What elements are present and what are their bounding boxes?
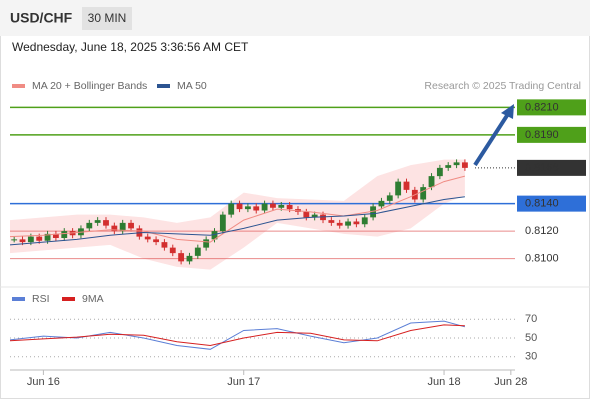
- level-label: 0.8190: [525, 129, 559, 141]
- timeframe: 30 MIN: [88, 11, 127, 25]
- legend-swatch: [62, 297, 75, 301]
- legend-swatch: [12, 84, 25, 88]
- level-label: 0.8120: [525, 225, 559, 237]
- level-label: 0.8140: [525, 198, 559, 210]
- timeframe-box: [82, 7, 132, 30]
- legend-label: 9MA: [82, 293, 104, 305]
- x-tick-label: Jun 18: [428, 376, 461, 388]
- legend-label: MA 50: [177, 80, 207, 92]
- legend-swatch: [157, 84, 170, 88]
- subtitle: Wednesday, June 18, 2025 3:36:56 AM CET: [12, 40, 249, 54]
- rsi-line: [9, 324, 465, 347]
- x-tick-label: Jun 28: [494, 376, 527, 388]
- forecast-arrow: [473, 112, 510, 167]
- source: Research © 2025 Trading Central: [424, 80, 581, 92]
- level-label-box: [517, 195, 586, 212]
- ma-line: [9, 175, 466, 243]
- level-label: 0.8166: [525, 162, 559, 174]
- chart-title: USD/CHF: [10, 10, 73, 26]
- level-label: 0.8100: [525, 253, 559, 265]
- level-label-box: [517, 159, 586, 176]
- ma-line: [9, 196, 465, 246]
- forecast-arrowhead: [501, 104, 514, 119]
- legend-label: RSI: [32, 293, 50, 305]
- level-label-box: [517, 126, 586, 143]
- legend-label: MA 20 + Bollinger Bands: [32, 80, 147, 92]
- y-tick-label: 70: [525, 313, 537, 325]
- y-tick-label: 30: [525, 351, 537, 363]
- bollinger-band: [10, 159, 465, 270]
- x-tick-label: Jun 17: [227, 376, 260, 388]
- x-tick-label: Jun 16: [27, 376, 60, 388]
- level-label-box: [517, 99, 586, 116]
- y-tick-label: 50: [525, 332, 537, 344]
- level-label: 0.8210: [525, 101, 559, 113]
- legend-swatch: [12, 297, 25, 301]
